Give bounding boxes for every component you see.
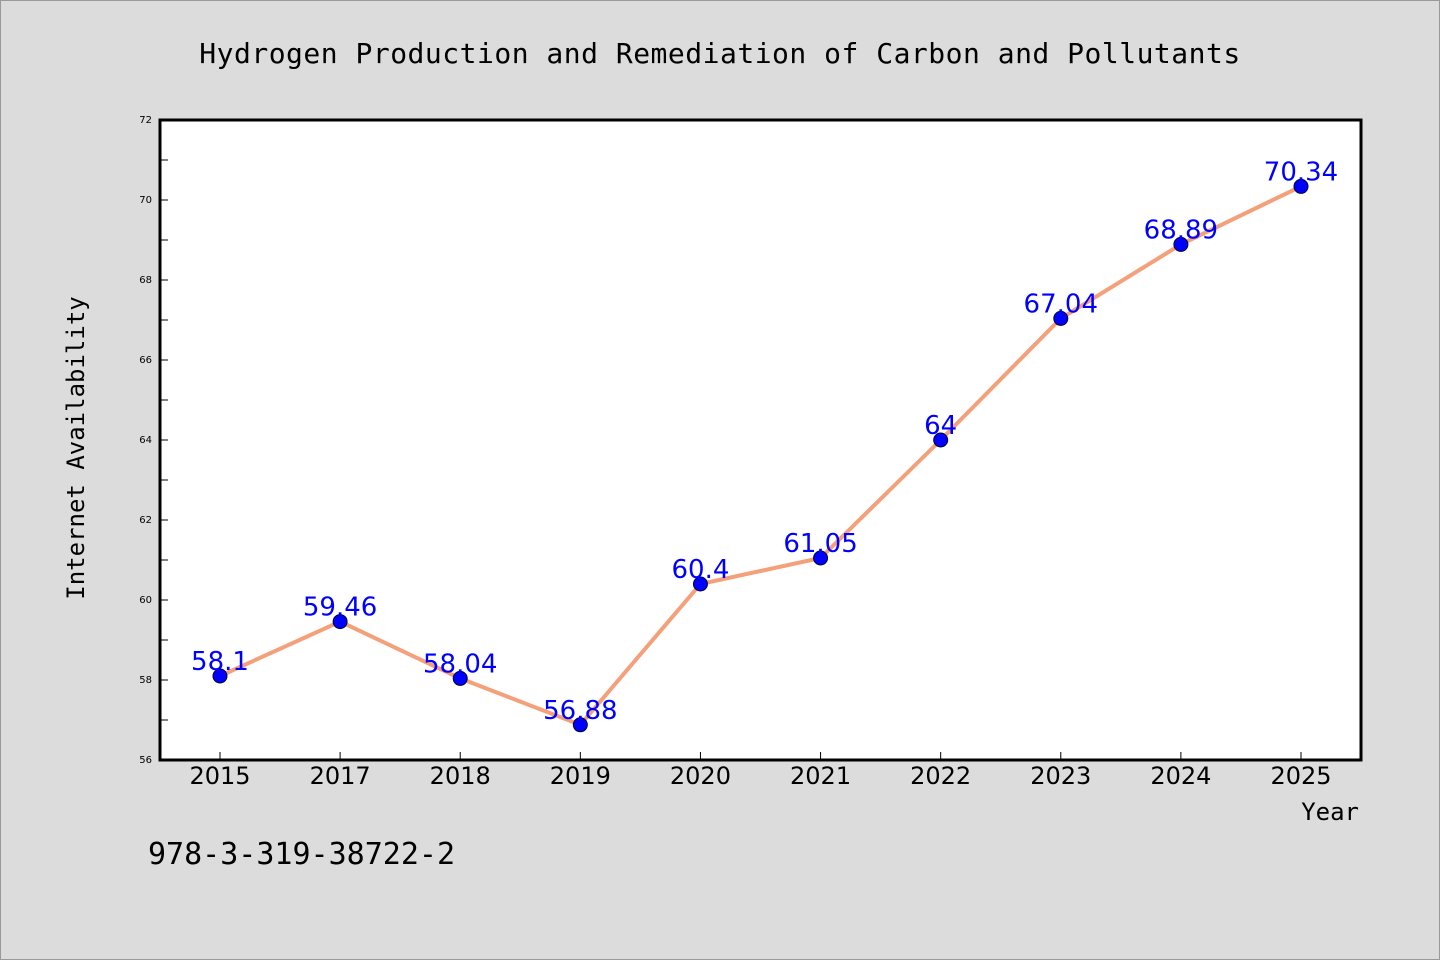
x-tick-label: 2015 <box>189 762 250 790</box>
data-point <box>1173 236 1189 252</box>
data-point <box>1293 178 1309 194</box>
data-point <box>1053 310 1069 326</box>
isbn-footnote: 978-3-319-38722-2 <box>148 837 455 872</box>
x-tick-label: 2017 <box>310 762 371 790</box>
x-tick-label: 2020 <box>670 762 731 790</box>
y-tick-label: 58 <box>139 675 152 686</box>
data-label: 67.04 <box>1024 289 1098 319</box>
y-tick-label: 70 <box>139 195 152 206</box>
data-label: 59.46 <box>303 593 377 623</box>
x-tick-label: 2022 <box>910 762 971 790</box>
data-label: 64 <box>924 411 957 441</box>
data-point <box>692 576 708 592</box>
y-axis: 56 58 60 62 64 66 68 70 72 <box>139 115 168 766</box>
y-tick-label: 62 <box>139 515 152 526</box>
y-tick-label: 56 <box>139 755 152 766</box>
series-layer: 58.1 59.46 58.04 56.88 60.4 61.05 64 67.04 68.89… <box>191 157 1338 733</box>
x-tick-label: 2018 <box>430 762 491 790</box>
y-tick-label: 60 <box>139 595 152 606</box>
y-tick-label: 68 <box>139 275 152 286</box>
x-axis-label: Year <box>1301 798 1359 826</box>
data-point <box>332 614 348 630</box>
y-axis-label: Internet Availability <box>62 296 90 599</box>
x-tick-label: 2021 <box>790 762 851 790</box>
data-label: 58.04 <box>423 649 497 679</box>
data-label: 60.4 <box>671 555 729 585</box>
data-label: 58.1 <box>191 647 249 677</box>
data-label: 68.89 <box>1144 215 1218 245</box>
data-point <box>212 668 228 684</box>
data-label: 56.88 <box>543 696 617 726</box>
plot-area <box>158 118 1363 762</box>
x-tick-label: 2023 <box>1030 762 1091 790</box>
x-tick-label: 2025 <box>1270 762 1331 790</box>
data-point <box>933 432 949 448</box>
data-label: 70.34 <box>1264 157 1338 187</box>
y-tick-label: 72 <box>139 115 152 126</box>
data-point <box>813 550 829 566</box>
data-label: 61.05 <box>783 529 857 559</box>
series-line <box>218 184 1303 727</box>
data-point <box>572 717 588 733</box>
y-tick-label: 66 <box>139 355 152 366</box>
chart-title: Hydrogen Production and Remediation of C… <box>199 37 1240 70</box>
y-tick-label: 64 <box>139 435 152 446</box>
x-tick-label: 2019 <box>550 762 611 790</box>
x-tick-label: 2024 <box>1150 762 1211 790</box>
x-axis: 2015 2017 2018 2019 2020 2021 2022 2023 2024 2025 <box>189 752 1332 790</box>
data-point <box>452 670 468 686</box>
